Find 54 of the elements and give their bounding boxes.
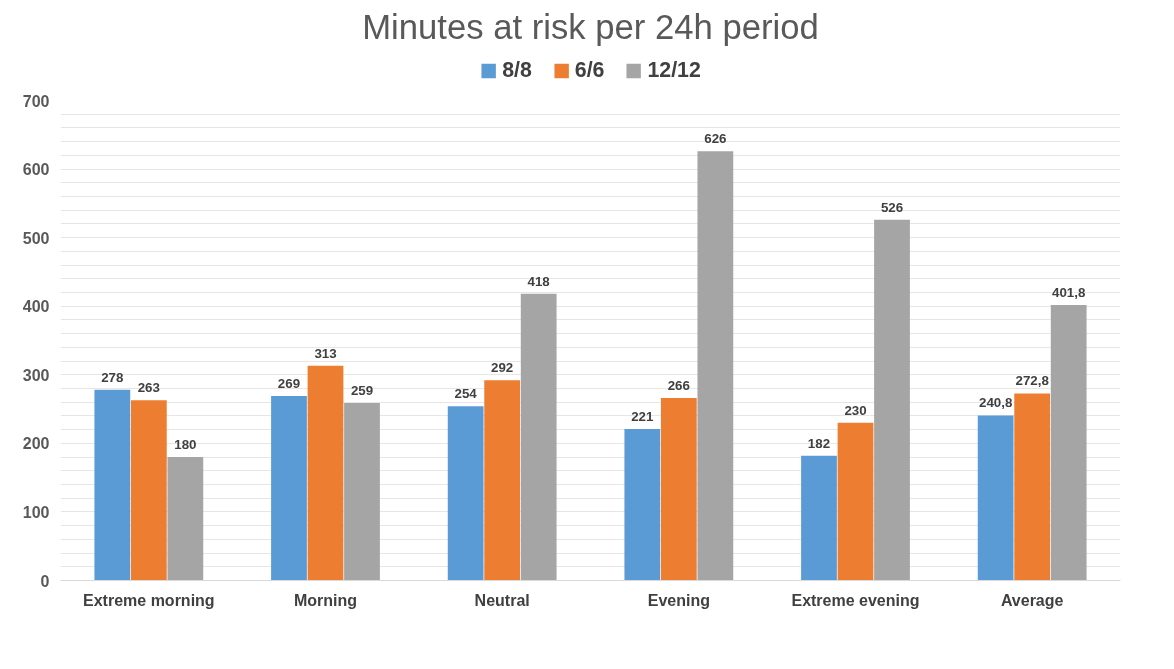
data-label: 240,8 (978, 395, 1013, 411)
data-label: 266 (667, 378, 690, 394)
x-tick-label: Extreme morning (83, 591, 215, 609)
data-label: 269 (277, 376, 301, 392)
bar (520, 293, 557, 581)
bar (130, 400, 167, 581)
data-label: 180 (174, 437, 197, 453)
data-label: 278 (101, 369, 124, 385)
data-label: 626 (704, 131, 727, 147)
bar (837, 422, 874, 581)
data-label: 526 (880, 199, 904, 215)
y-tick-label: 500 (22, 229, 50, 247)
bar (624, 428, 661, 581)
legend-label: 8/8 (502, 57, 532, 83)
bar (167, 457, 204, 581)
data-label: 254 (454, 386, 478, 402)
bar (1050, 304, 1087, 581)
bar (271, 396, 307, 581)
data-label: 292 (491, 360, 514, 376)
data-label: 263 (137, 380, 160, 396)
y-tick-label: 600 (22, 161, 50, 179)
bar (307, 365, 344, 581)
y-tick-label: 300 (22, 366, 50, 384)
y-tick-label: 200 (22, 435, 50, 453)
chart-title: Minutes at risk per 24h period (362, 7, 819, 46)
legend-label: 6/6 (574, 57, 605, 83)
bar (874, 219, 910, 581)
bar (977, 415, 1014, 581)
x-tick-label: Evening (647, 591, 710, 609)
data-label: 182 (807, 435, 831, 451)
data-label: 259 (350, 382, 374, 398)
x-tick-label: Neutral (474, 591, 530, 609)
bar (1014, 393, 1051, 581)
y-tick-label: 700 (22, 92, 50, 110)
x-tick-label: Extreme evening (791, 591, 920, 609)
data-label: 230 (844, 402, 867, 418)
data-label: 401,8 (1052, 284, 1086, 300)
bar (484, 380, 521, 581)
data-label: 418 (527, 273, 550, 289)
bar (447, 406, 484, 581)
bar (660, 398, 697, 581)
x-tick-label: Average (1000, 591, 1064, 609)
bar (344, 402, 380, 581)
y-tick-label: 0 (40, 572, 50, 590)
bar (801, 455, 837, 581)
x-tick-label: Morning (293, 591, 358, 609)
legend-label: 12/12 (647, 57, 701, 83)
bar (94, 389, 131, 581)
y-tick-label: 400 (22, 298, 50, 316)
bar (697, 151, 734, 581)
y-tick-label: 100 (22, 503, 50, 521)
data-label: 272,8 (1015, 373, 1049, 389)
data-label: 313 (314, 345, 337, 361)
data-label: 221 (631, 408, 655, 424)
